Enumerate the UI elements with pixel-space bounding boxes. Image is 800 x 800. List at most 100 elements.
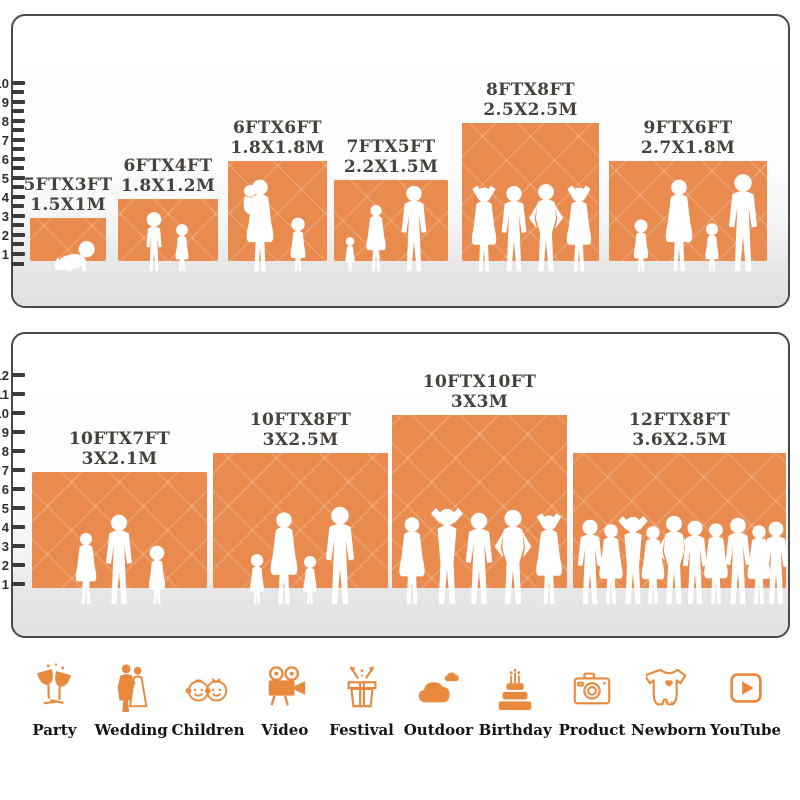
ruler-tick (12, 487, 25, 491)
ruler-tick (12, 99, 25, 104)
size-m-label: 1.5X1M (30, 194, 106, 215)
ruler-tick (12, 449, 25, 453)
figure-man (325, 506, 355, 604)
ruler-number: 1 (1, 247, 9, 262)
people-silhouettes (146, 212, 189, 271)
ruler-tick (12, 194, 25, 199)
ruler-number: 10 (0, 406, 9, 421)
size-m-label: 3X2.5M (262, 430, 339, 450)
figure-man (401, 185, 427, 271)
ruler-number: 5 (1, 170, 9, 186)
size-ft-label: 8FTX8FT (485, 79, 576, 100)
size-m-label: 3X2.1M (81, 449, 158, 469)
figure-girl (705, 223, 719, 271)
figure-man (465, 512, 493, 604)
backdrop-size-label: 6FTX6FT 1.8X1.8M (183, 118, 373, 158)
category-youtube: YouTube (707, 656, 784, 739)
size-m-label: 1.8X1.8M (230, 137, 325, 158)
ruler-number: 12 (0, 368, 9, 383)
ruler-half-tick (12, 223, 24, 228)
wedding-icon (108, 656, 154, 714)
ruler-half-tick (12, 90, 24, 95)
figure-woman-pose (566, 185, 592, 271)
ruler-number: 5 (1, 501, 9, 516)
backdrop-9ftx6ft (609, 160, 767, 271)
ruler-tick (12, 252, 25, 256)
ruler-tick (12, 563, 25, 567)
people-silhouettes (633, 173, 758, 271)
ruler-half-tick (12, 128, 24, 133)
size-m-label: 2.5X2.5M (483, 99, 578, 120)
category-label: Children (171, 721, 245, 739)
size-ft-label: 6FTX4FT (123, 155, 213, 176)
ruler-number: 11 (0, 387, 9, 402)
backdrop-size-label: 10FTX8FT 3X2.5M (206, 410, 396, 450)
size-ft-label: 6FTX6FT (232, 117, 323, 138)
figure-woman (270, 512, 298, 604)
category-label: Product (558, 721, 626, 739)
ruler-number: 6 (1, 482, 9, 497)
ruler-half-tick (12, 185, 24, 190)
figure-woman-pose (471, 185, 497, 271)
backdrop-5ftx3ft (30, 217, 106, 272)
figure-girl (633, 219, 649, 271)
figure-man (728, 173, 758, 271)
product-icon (569, 656, 615, 714)
backdrop-size-label: 6FTX4FT 1.8X1.2M (73, 156, 263, 196)
size-m-label: 2.2X1.5M (343, 156, 439, 177)
ruler-half-tick (12, 204, 24, 209)
category-label: Newborn (631, 721, 707, 739)
figure-man-pose (431, 508, 463, 604)
children-icon (185, 656, 231, 714)
outdoor-icon (415, 656, 461, 714)
ruler-tick (12, 213, 25, 218)
ruler-number: 7 (1, 463, 9, 478)
category-row: Party Wedding Children Video Festival Outdoor… (16, 656, 784, 739)
ruler-half-tick (12, 147, 24, 152)
ruler-number: 1 (1, 577, 9, 592)
category-festival: Festival (323, 656, 400, 739)
category-label: Birthday (478, 721, 552, 739)
ruler-tick (12, 430, 25, 434)
party-icon (31, 656, 77, 714)
backdrop-6ftx6ft (228, 160, 327, 271)
ruler-tick (12, 232, 25, 237)
figure-man-akimbo (528, 183, 564, 271)
category-label: Outdoor (403, 721, 474, 739)
backdrop-7ftx5ft (334, 179, 448, 271)
ruler-number: 3 (1, 208, 9, 224)
ruler-tick (12, 411, 25, 415)
size-m-label: 3.6X2.5M (632, 430, 727, 450)
size-ft-label: 12FTX8FT (628, 410, 731, 430)
figure-girl (290, 217, 306, 271)
figure-baby (54, 240, 95, 272)
figure-girl (303, 556, 317, 604)
ruler-tick (12, 582, 25, 586)
people-silhouettes (399, 508, 562, 604)
category-label: YouTube (710, 721, 782, 739)
backdrop-size-label: 5FTX3FT 1.5X1M (0, 175, 163, 215)
size-m-label: 2.7X1.8M (640, 137, 736, 158)
ruler-number: 9 (1, 94, 9, 110)
ruler-number: 8 (1, 113, 9, 129)
ruler-tick (12, 468, 25, 472)
size-ft-label: 10FTX10FT (422, 372, 537, 392)
category-party: Party (16, 656, 93, 739)
size-m-label: 1.8X1.2M (120, 175, 216, 196)
birthday-icon (492, 656, 538, 714)
backdrop-size-label: 8FTX8FT 2.5X2.5M (436, 80, 626, 120)
people-silhouettes (345, 185, 427, 271)
ruler-half-tick (12, 166, 24, 171)
people-silhouettes (250, 506, 355, 604)
figure-woman (665, 179, 693, 271)
backdrop-8ftx8ft (462, 122, 599, 271)
backdrop-size-label: 7FTX5FT 2.2X1.5M (296, 137, 486, 177)
ruler-half-tick (12, 109, 24, 114)
figure-woman (641, 526, 665, 604)
figure-woman-pose (536, 513, 562, 604)
figure-man (577, 519, 603, 604)
ruler-tick (12, 525, 25, 529)
ruler-tick (12, 156, 25, 161)
people-silhouettes (75, 514, 166, 604)
